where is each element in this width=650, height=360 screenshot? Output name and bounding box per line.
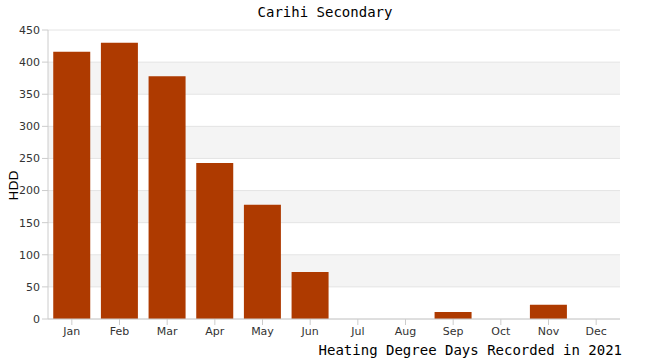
svg-text:Dec: Dec — [586, 325, 607, 338]
svg-text:Apr: Apr — [205, 325, 225, 338]
html-text:Heating Degree Days Recorded i: Heating Degree Days Recorded in 2021 — [318, 342, 622, 358]
svg-text:Nov: Nov — [538, 325, 560, 338]
svg-text:Oct: Oct — [491, 325, 511, 338]
html-text:HDD: HDD — [6, 170, 22, 200]
svg-text:Jan: Jan — [62, 325, 80, 338]
svg-text:Jun: Jun — [301, 325, 319, 338]
svg-text:Aug: Aug — [395, 325, 416, 338]
svg-text:350: 350 — [19, 88, 40, 101]
svg-text:Feb: Feb — [110, 325, 129, 338]
svg-text:450: 450 — [19, 24, 40, 37]
svg-text:100: 100 — [19, 249, 40, 262]
svg-text:0: 0 — [33, 313, 40, 326]
svg-text:Jul: Jul — [350, 325, 364, 338]
svg-text:May: May — [251, 325, 274, 338]
svg-text:150: 150 — [19, 217, 40, 230]
svg-text:Sep: Sep — [443, 325, 464, 338]
svg-text:200: 200 — [19, 184, 40, 197]
svg-text:400: 400 — [19, 56, 40, 69]
svg-text:50: 50 — [26, 281, 40, 294]
svg-text:300: 300 — [19, 120, 40, 133]
svg-text:Mar: Mar — [157, 325, 178, 338]
html-text:Carihi Secondary: Carihi Secondary — [257, 4, 393, 20]
svg-text:250: 250 — [19, 152, 40, 165]
